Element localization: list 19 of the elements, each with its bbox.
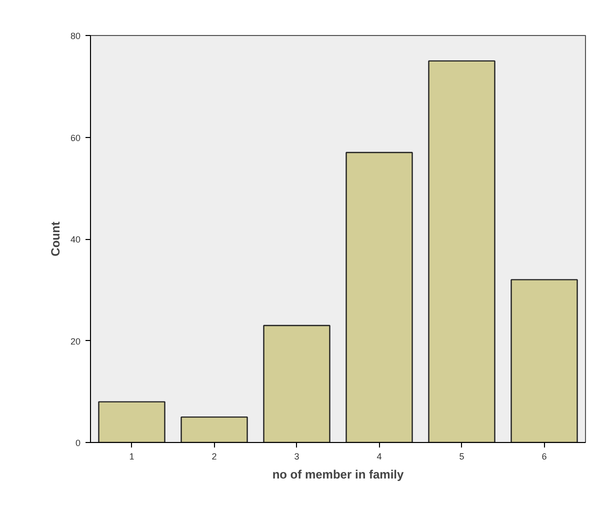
y-tick-label: 80 bbox=[70, 31, 81, 41]
x-axis-title: no of member in family bbox=[272, 468, 404, 482]
x-tick-label: 1 bbox=[129, 452, 134, 462]
y-tick-label: 20 bbox=[70, 336, 81, 346]
y-tick-label: 40 bbox=[70, 234, 81, 244]
bar bbox=[510, 279, 578, 442]
x-tick-label: 4 bbox=[376, 452, 382, 462]
y-axis-title: Count bbox=[48, 222, 62, 256]
bar bbox=[263, 324, 330, 442]
x-tick-label: 5 bbox=[459, 452, 464, 462]
bar bbox=[98, 401, 166, 442]
y-tick-label: 60 bbox=[70, 132, 81, 143]
x-tick-label: 3 bbox=[294, 452, 300, 462]
y-tick-label: 0 bbox=[75, 438, 81, 448]
bar bbox=[428, 60, 496, 442]
x-tick-label: 6 bbox=[542, 452, 547, 462]
x-tick-label: 2 bbox=[212, 452, 217, 462]
bar bbox=[346, 152, 413, 442]
bar bbox=[180, 416, 248, 442]
